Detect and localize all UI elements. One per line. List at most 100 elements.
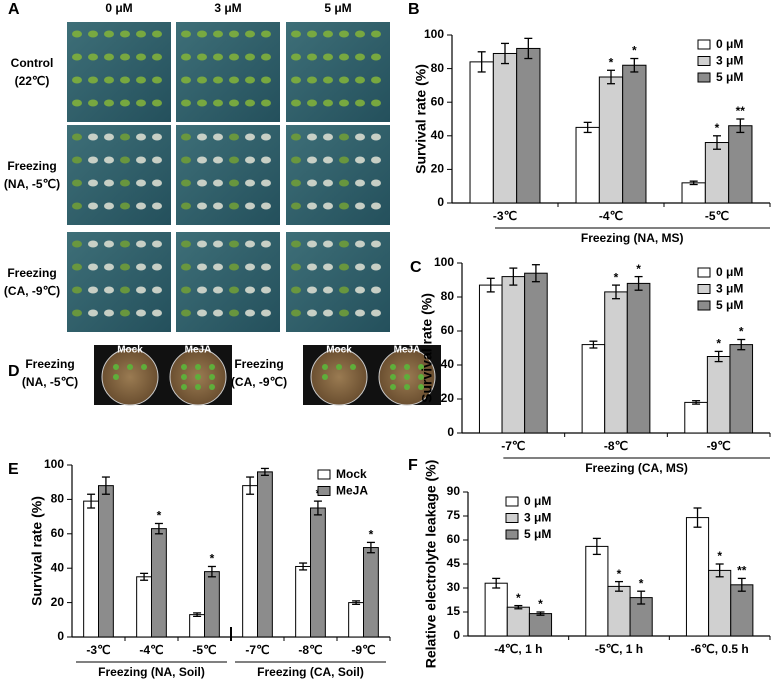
seedling	[229, 76, 239, 84]
seedling	[136, 53, 146, 61]
x-tick-label: -5℃	[192, 643, 216, 657]
seedling	[141, 364, 147, 370]
seedling	[355, 30, 365, 38]
significance-marker: **	[737, 564, 747, 578]
y-tick-label: 40	[441, 357, 455, 371]
error-bar	[612, 284, 620, 300]
seedling	[72, 53, 82, 61]
legend-label: 5 μM	[524, 527, 551, 541]
seedling	[245, 99, 255, 107]
seedling	[104, 263, 114, 271]
legend-label: Mock	[336, 467, 367, 481]
seedling	[152, 30, 162, 38]
seedling	[404, 374, 410, 380]
seedling	[355, 53, 365, 61]
seedling	[213, 286, 223, 294]
seedling	[229, 179, 239, 187]
error-bar	[630, 57, 639, 73]
seedling	[209, 384, 215, 390]
pot	[310, 348, 368, 406]
seedling	[229, 286, 239, 294]
error-bar	[101, 476, 110, 495]
seedling	[152, 263, 162, 271]
bar	[506, 606, 530, 637]
bar	[681, 182, 706, 204]
x-tick-label: -3℃	[86, 643, 110, 657]
x-tick-label: -5℃, 1 h	[595, 642, 643, 656]
seedling	[197, 99, 207, 107]
seedling	[323, 263, 333, 271]
seedling	[307, 286, 317, 294]
seedling	[291, 263, 301, 271]
bar	[310, 507, 326, 638]
legend-swatch	[697, 56, 711, 66]
error-bar	[737, 338, 746, 351]
significance-marker: *	[636, 262, 641, 276]
significance-marker: *	[210, 552, 215, 566]
bar	[257, 471, 273, 638]
seedling	[120, 30, 130, 38]
seedling	[229, 133, 239, 141]
seedling	[88, 263, 98, 271]
seedling	[104, 156, 114, 164]
x-tick-label: -8℃	[298, 643, 322, 657]
legend-swatch	[505, 513, 519, 523]
seedling	[371, 53, 381, 61]
seedling	[213, 240, 223, 248]
seedling	[88, 30, 98, 38]
seedling	[291, 286, 301, 294]
seedling	[120, 286, 130, 294]
seedling	[181, 53, 191, 61]
seedling	[120, 99, 130, 107]
seedling	[307, 99, 317, 107]
seedling	[339, 133, 349, 141]
seedling	[339, 286, 349, 294]
seedling	[350, 364, 356, 370]
x-tick-label: -4℃	[599, 209, 623, 223]
plate-label: (CA, -9℃)	[231, 375, 287, 389]
seedling	[197, 156, 207, 164]
seedling	[390, 374, 396, 380]
seedling	[136, 202, 146, 210]
bar	[484, 582, 508, 637]
error-bar	[715, 563, 724, 578]
legend-swatch	[697, 267, 711, 278]
x-axis-label: Freezing (CA, MS)	[585, 461, 688, 475]
panel-letter: C	[410, 259, 422, 276]
seedling	[88, 76, 98, 84]
column-label: 3 μM	[214, 1, 241, 15]
seedling	[229, 309, 239, 317]
legend-swatch	[697, 300, 711, 311]
seedling	[404, 364, 410, 370]
seedling	[104, 202, 114, 210]
seedling	[307, 156, 317, 164]
seedling	[291, 309, 301, 317]
seedling	[261, 309, 271, 317]
bar	[598, 76, 624, 204]
y-tick-label: 40	[51, 560, 65, 574]
y-axis-label: Relative electrolyte leakage (%)	[423, 460, 439, 669]
seedling	[291, 240, 301, 248]
seedling	[152, 286, 162, 294]
error-bar	[531, 264, 540, 283]
seedling	[355, 133, 365, 141]
seedling	[307, 133, 317, 141]
seedling	[213, 202, 223, 210]
seedling	[136, 30, 146, 38]
plate-label: (NA, -5℃)	[22, 375, 78, 389]
seedling	[245, 286, 255, 294]
seedling	[339, 202, 349, 210]
seedling	[213, 133, 223, 141]
seedling	[181, 76, 191, 84]
seedling	[261, 30, 271, 38]
bar	[492, 52, 518, 204]
seedling	[261, 240, 271, 248]
legend-label: 0 μM	[716, 37, 743, 51]
error-bar	[477, 51, 486, 73]
seedling	[104, 179, 114, 187]
seedling	[229, 30, 239, 38]
seedling	[261, 286, 271, 294]
seedling	[355, 179, 365, 187]
seedling	[229, 53, 239, 61]
error-bar	[592, 537, 601, 556]
